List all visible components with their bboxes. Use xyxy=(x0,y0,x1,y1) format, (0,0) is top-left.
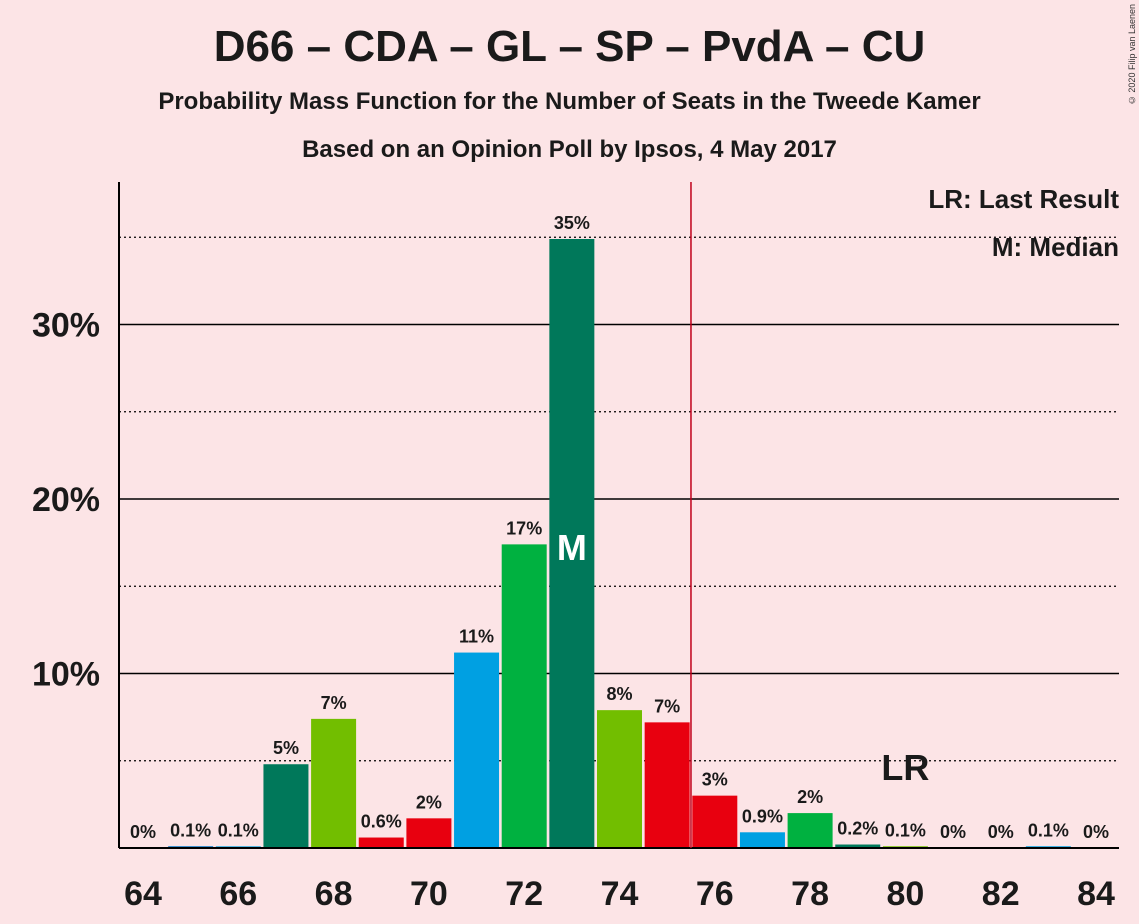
bar-value-label: 0.1% xyxy=(1028,820,1069,840)
bar-value-label: 0% xyxy=(988,822,1014,842)
bar-value-label: 0% xyxy=(1083,822,1109,842)
bar-value-label: 3% xyxy=(702,770,728,790)
x-tick-label: 76 xyxy=(696,875,734,913)
x-tick-label: 68 xyxy=(315,875,353,913)
bar-seats-78 xyxy=(787,813,833,848)
y-tick-label: 10% xyxy=(32,656,100,694)
x-tick-label: 84 xyxy=(1077,875,1115,913)
bar-value-label: 0.1% xyxy=(218,820,259,840)
x-tick-label: 64 xyxy=(124,875,162,913)
bar-seats-77 xyxy=(739,832,785,848)
bar-seats-79 xyxy=(835,844,881,848)
bar-value-label: 0% xyxy=(130,822,156,842)
bar-value-label: 0.6% xyxy=(361,812,402,832)
bar-value-label: 0% xyxy=(940,822,966,842)
bar-value-label: 2% xyxy=(797,787,823,807)
bar-seats-69 xyxy=(358,837,404,848)
bar-seats-71 xyxy=(454,652,500,848)
bar-seats-67 xyxy=(263,764,309,848)
bar-value-label: 7% xyxy=(321,693,347,713)
x-tick-label: 66 xyxy=(219,875,257,913)
chart-source: Based on an Opinion Poll by Ipsos, 4 May… xyxy=(302,136,837,163)
bar-seats-70 xyxy=(406,818,452,848)
bar-seats-68 xyxy=(311,718,357,848)
bar-seats-72 xyxy=(501,544,547,848)
bar-value-label: 11% xyxy=(459,627,494,647)
bar-seats-76 xyxy=(692,795,738,848)
bar-value-label: 35% xyxy=(554,213,590,233)
x-tick-label: 72 xyxy=(505,875,543,913)
bar-seats-75 xyxy=(644,722,690,848)
bar-value-label: 7% xyxy=(654,696,680,716)
bar-seats-73 xyxy=(549,238,595,848)
chart-subtitle: Probability Mass Function for the Number… xyxy=(158,88,981,115)
bar-value-label: 0.9% xyxy=(742,806,783,826)
x-tick-label: 82 xyxy=(982,875,1020,913)
chart-title: D66 – CDA – GL – SP – PvdA – CU xyxy=(213,22,926,71)
bar-seats-74 xyxy=(597,710,642,848)
bar-value-label: 5% xyxy=(273,738,299,758)
bar-value-label: 0.1% xyxy=(885,820,926,840)
bar-value-label: 2% xyxy=(416,792,442,812)
bar-value-label: 17% xyxy=(506,518,542,538)
median-marker: M xyxy=(557,527,587,568)
x-tick-label: 78 xyxy=(791,875,829,913)
y-tick-label: 20% xyxy=(32,481,100,519)
bar-value-label: 0.1% xyxy=(170,820,211,840)
bar-value-label: 0.2% xyxy=(837,819,878,839)
x-tick-label: 74 xyxy=(601,875,639,913)
y-tick-label: 30% xyxy=(32,307,100,345)
last-result-marker: LR xyxy=(881,747,929,788)
x-tick-label: 80 xyxy=(886,875,924,913)
x-tick-label: 70 xyxy=(410,875,448,913)
legend-last-result: LR: Last Result xyxy=(928,184,1119,214)
bar-value-label: 8% xyxy=(606,684,632,704)
